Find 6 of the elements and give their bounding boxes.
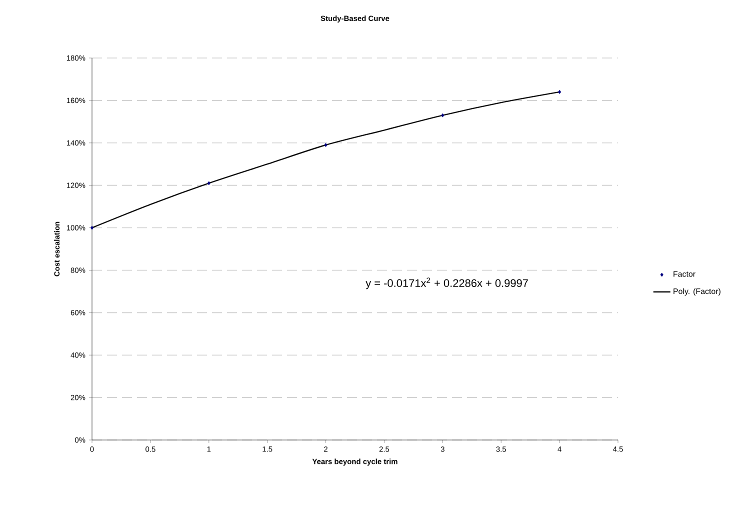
annotation: y = -0.0171x$^{2}$ + 0.2286x + 0.9997 [366,278,528,290]
point [324,143,328,148]
point [90,226,94,230]
point [441,113,444,118]
point [207,181,210,186]
point [558,90,562,94]
